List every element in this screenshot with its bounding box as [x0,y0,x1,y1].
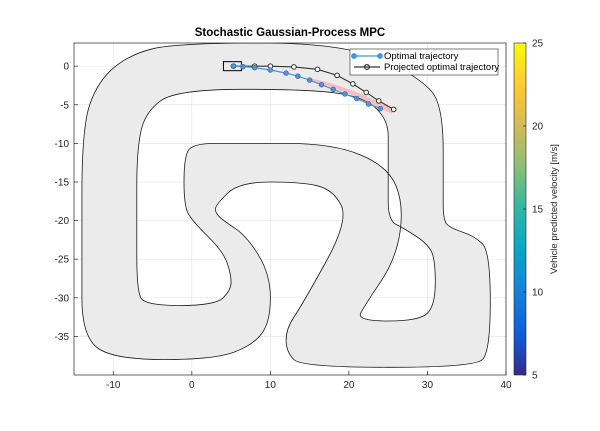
optimal-trajectory-point [365,101,372,107]
x-tick-label: 20 [343,380,355,391]
optimal-trajectory-point [283,70,289,76]
projected-trajectory-line [233,65,394,110]
x-tick-label: 0 [189,380,195,391]
y-tick-label: -15 [55,177,70,188]
optimal-trajectory-point [230,63,237,69]
optimal-trajectory-point [354,95,360,102]
projected-trajectory-point [291,64,297,70]
uncertainty-band [309,77,393,114]
plot-area-frame [73,42,507,376]
projected-trajectory-point [390,106,397,113]
colorbar-tick-label: 5 [532,371,538,382]
colorbar-tick-label: 25 [532,39,544,50]
legend-label-projected: Projected optimal trajectory [384,62,499,73]
x-tick-label: -10 [106,380,121,391]
colorbar-tick-label: 20 [532,122,544,133]
projected-trajectory-point [363,89,369,96]
projected-trajectory-point [314,66,321,73]
legend-label-optimal: Optimal trajectory [384,51,459,62]
y-tick-label: -20 [55,216,70,227]
y-tick-label: -30 [55,293,70,304]
colorbar: 5 10 15 20 25 Vehicle predicted velocity [m/… [513,39,560,382]
colorbar-label: Vehicle predicted velocity [m/s] [549,144,560,274]
y-tick-label: -35 [55,332,70,343]
trajectory-marks [222,61,397,113]
x-tick-label: 10 [265,380,277,391]
axis-ticks: -10 0 10 20 30 40 0 -5 -10 -15 -20 -25 -30 -35 [55,62,512,391]
optimal-trajectory-point [251,65,258,71]
chart-title: Stochastic Gaussian-Process MPC [195,27,385,39]
y-tick-label: 0 [63,62,69,73]
colorbar-tick-label: 15 [532,205,544,216]
projected-trajectory-point [350,81,356,87]
optimal-trajectory-point [330,86,336,93]
legend-box [349,48,499,76]
y-tick-label: -10 [55,139,70,150]
optimal-trajectory-point [267,67,274,73]
colorbar-ticks: 5 10 15 20 25 [523,39,544,382]
projected-trajectory-point [334,72,340,79]
projected-trajectory-point [375,98,382,104]
optimal-trajectory-point [318,81,325,88]
y-tick-label: -5 [60,100,69,111]
optimal-trajectory-point [342,91,348,97]
x-tick-label: 30 [422,380,434,391]
optimal-trajectory-point [295,73,301,79]
legend-marker-projected [364,63,371,70]
colorbar-tick-label: 10 [532,288,544,299]
track-surface [81,43,491,368]
optimal-trajectory-point [240,63,246,70]
legend: Optimal trajectory Projected optimal tra… [349,48,499,76]
legend-marker-optimal [351,53,357,59]
optimal-trajectory-point [377,105,384,112]
legend-marker-optimal [377,53,383,59]
y-tick-label: -25 [55,255,70,266]
x-tick-label: 40 [500,380,512,391]
optimal-trajectory-point [306,77,313,83]
